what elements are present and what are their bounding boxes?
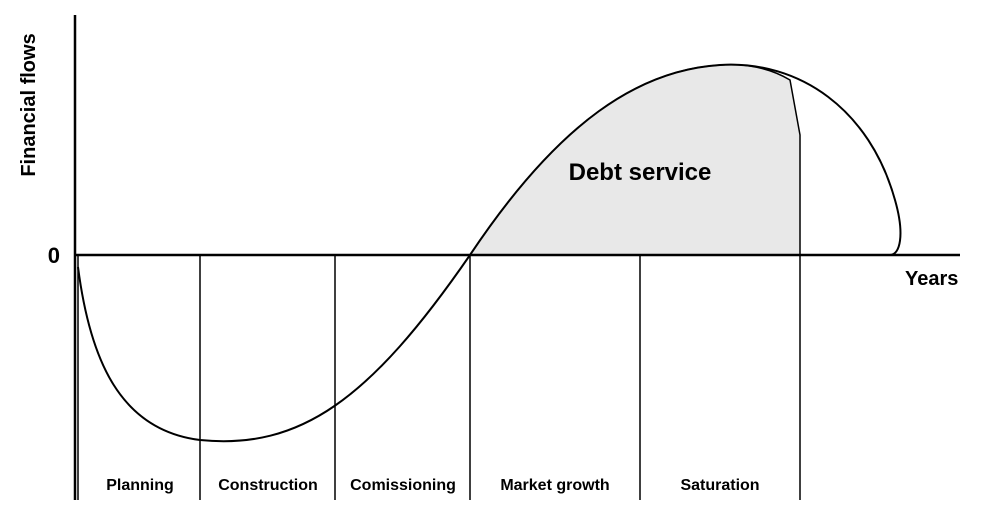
zero-label: 0: [48, 243, 60, 268]
x-axis-label: Years: [905, 268, 958, 290]
phase-label: Construction: [218, 477, 318, 494]
phase-labels: Planning Construction Comissioning Market g…: [106, 477, 759, 494]
phase-label: Market growth: [500, 477, 609, 494]
phase-dividers: [78, 255, 800, 500]
phase-label: Comissioning: [350, 477, 456, 494]
y-axis-label: Financial flows: [18, 33, 40, 176]
debt-service-label: Debt service: [569, 159, 712, 186]
phase-label: Planning: [106, 477, 174, 494]
financial-flows-diagram: 0 Financial flows Years Debt service Pla…: [0, 0, 984, 531]
phase-label: Saturation: [680, 477, 759, 494]
